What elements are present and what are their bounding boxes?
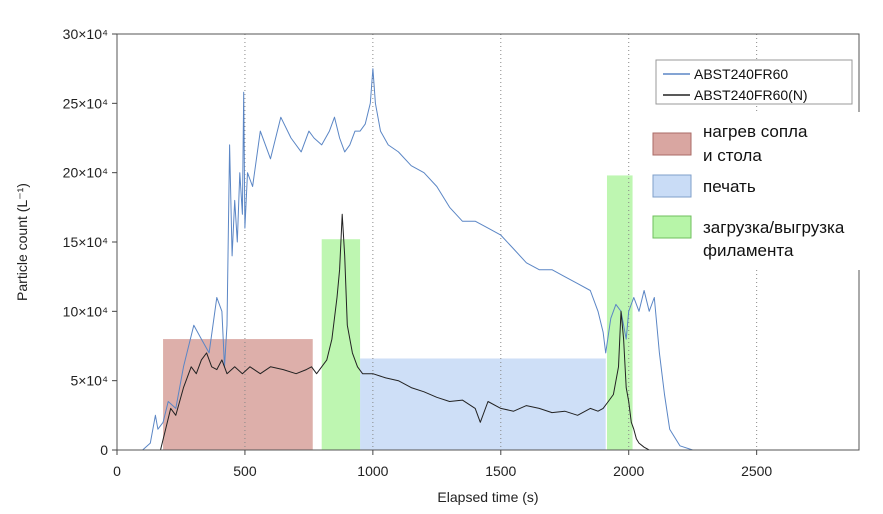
annotation-label-heating-line2: и стола (703, 146, 762, 165)
shaded-region-1 (163, 339, 313, 450)
series-line-2 (117, 213, 859, 451)
y-tick-label-4: 20×10⁴ (63, 165, 108, 181)
y-axis-label: Particle count (L⁻¹) (14, 183, 30, 301)
shaded-region-3 (321, 239, 361, 450)
annotation-swatch-filament (652, 215, 692, 239)
annotation-label-filament-line2: филамента (703, 241, 794, 260)
series-legend-box (655, 59, 853, 105)
annotation-label-filament: загрузка/выгрузка (703, 218, 845, 237)
annotation-label-heating: нагрев сопла (703, 122, 808, 141)
annotation-swatch-heating (652, 132, 692, 156)
x-axis-label: Elapsed time (s) (437, 489, 538, 505)
y-tick-label-3: 15×10⁴ (63, 234, 108, 250)
axis-ticks: 0 500 1000 1500 2000 2500 0 5×10⁴ 10×10⁴ 15×10⁴ 20… (63, 26, 773, 479)
x-tick-label-4: 2000 (613, 463, 644, 479)
x-tick-label-5: 2500 (741, 463, 772, 479)
y-tick-label-5: 25×10⁴ (63, 95, 108, 111)
y-tick-label-2: 10×10⁴ (63, 303, 108, 319)
series-legend-label-1: ABST240FR60 (694, 66, 788, 82)
series-line-1 (117, 68, 859, 451)
x-tick-label-1: 500 (233, 463, 257, 479)
y-tick-label-6: 30×10⁴ (63, 26, 108, 42)
series-lines (117, 68, 859, 451)
x-tick-label-0: 0 (113, 463, 121, 479)
annotation-label-printing: печать (703, 177, 756, 196)
shaded-region-2 (360, 358, 606, 450)
annotation-legend: нагрев сопла и стола печать загрузка/выг… (645, 112, 880, 270)
x-tick-label-3: 1500 (485, 463, 516, 479)
y-tick-label-0: 0 (100, 442, 108, 458)
y-tick-label-1: 5×10⁴ (70, 373, 108, 389)
x-tick-label-2: 1000 (357, 463, 388, 479)
series-legend-label-2: ABST240FR60(N) (694, 87, 808, 103)
series-legend: ABST240FR60 ABST240FR60(N) (655, 59, 853, 105)
annotation-swatch-printing (652, 174, 692, 198)
shaded-regions (163, 175, 633, 450)
